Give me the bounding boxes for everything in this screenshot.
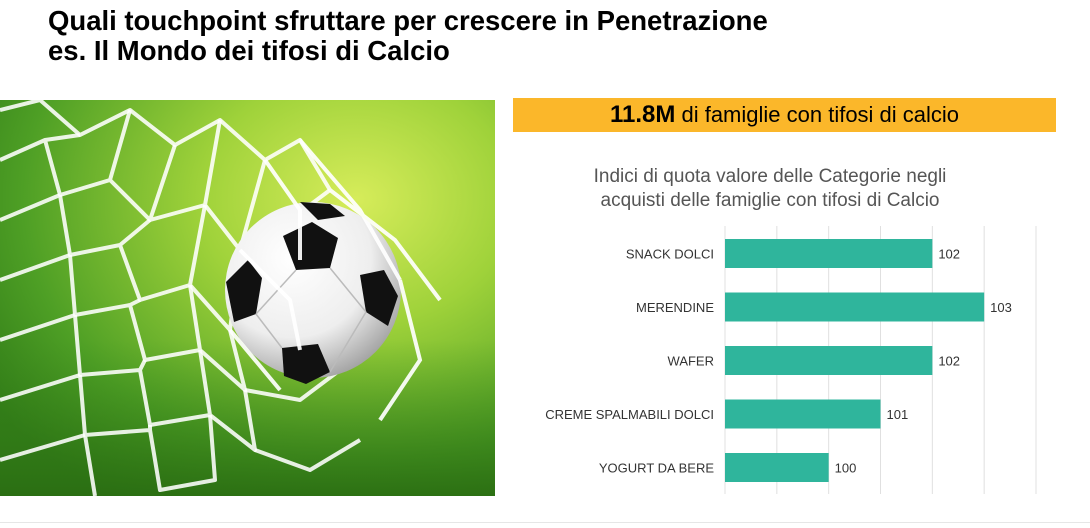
value-label: 101 — [887, 407, 909, 422]
bar-2 — [725, 292, 985, 322]
households-count: 11.8M — [609, 101, 676, 128]
bar-1 — [725, 239, 933, 268]
bar-3 — [725, 346, 933, 375]
chart-title: Indici di quota valore delle Categorie n… — [540, 165, 1000, 213]
slide-title-line-1: Quali touchpoint sfruttare per crescere … — [48, 5, 768, 36]
bottom-divider — [0, 522, 1090, 523]
bar-5 — [725, 453, 829, 482]
category-label: CREME SPALMABILI DOLCI — [545, 407, 714, 422]
households-banner: 11.8M di famiglie con tifosi di calcio — [513, 98, 1056, 132]
value-label: 103 — [990, 300, 1012, 315]
bar-4 — [725, 399, 881, 429]
households-label: di famiglie con tifosi di calcio — [681, 102, 960, 127]
category-label: YOGURT DA BERE — [599, 461, 714, 476]
value-label: 102 — [938, 247, 960, 262]
chart-title-line-2: acquisti delle famiglie con tifosi di Ca… — [600, 190, 940, 211]
value-label: 102 — [938, 354, 960, 369]
category-label: WAFER — [668, 354, 714, 369]
chart-bars — [725, 239, 985, 482]
chart-title-line-1: Indici di quota valore delle Categorie n… — [593, 166, 947, 187]
chart-labels: SNACK DOLCI 102 MERENDINE 103 WAFER 102 CREME … — [545, 247, 1012, 476]
category-label: SNACK DOLCI — [626, 247, 714, 262]
soccer-ball-photo — [0, 100, 495, 496]
slide-title: Quali touchpoint sfruttare per crescere … — [48, 6, 948, 66]
category-label: MERENDINE — [636, 300, 714, 315]
slide-title-line-2: es. Il Mondo dei tifosi di Calcio — [48, 35, 450, 66]
value-label: 100 — [835, 461, 857, 476]
